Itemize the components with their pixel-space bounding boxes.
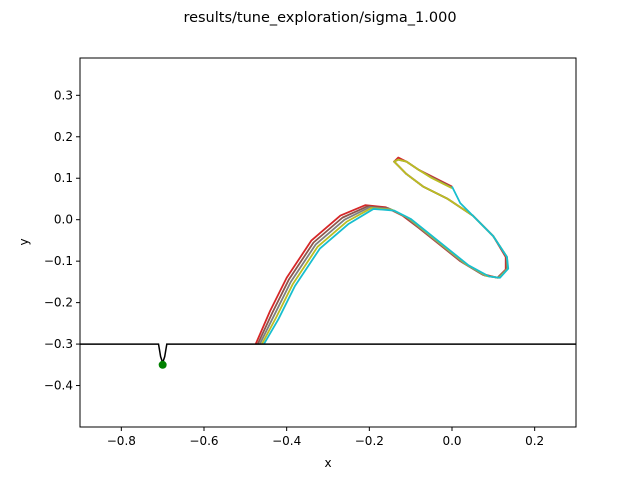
y-tick-label: −0.2: [44, 296, 73, 310]
plot-area: [80, 156, 576, 369]
series-line-5: [263, 186, 510, 345]
x-tick-label: −0.6: [189, 434, 218, 448]
series-line-2: [256, 158, 508, 345]
x-tick-label: 0.2: [525, 434, 544, 448]
x-tick-label: −0.8: [107, 434, 136, 448]
y-axis-label: y: [17, 238, 31, 245]
ground-line: [80, 343, 576, 366]
x-tick-label: 0.0: [442, 434, 461, 448]
y-tick-label: −0.4: [44, 379, 73, 393]
y-tick-label: 0.3: [54, 88, 73, 102]
goal-marker: [158, 360, 167, 369]
x-tick-label: −0.4: [272, 434, 301, 448]
axes-frame: [79, 57, 577, 428]
y-axis: −0.4 −0.3 −0.2 −0.1 0.0 0.1 0.2 0.3: [44, 88, 80, 393]
series-line-4: [261, 158, 509, 345]
x-axis-label: x: [324, 456, 331, 470]
y-tick-label: 0.2: [54, 130, 73, 144]
y-tick-label: 0.1: [54, 171, 73, 185]
x-tick-label: −0.2: [355, 434, 384, 448]
y-tick-label: −0.1: [44, 254, 73, 268]
series-line-3: [258, 158, 509, 345]
chart-title: results/tune_exploration/sigma_1.000: [183, 10, 456, 26]
y-tick-label: −0.3: [44, 337, 73, 351]
series-line-1: [254, 156, 507, 345]
y-tick-label: 0.0: [54, 213, 73, 227]
x-axis: −0.8 −0.6 −0.4 −0.2 0.0 0.2: [107, 427, 544, 448]
